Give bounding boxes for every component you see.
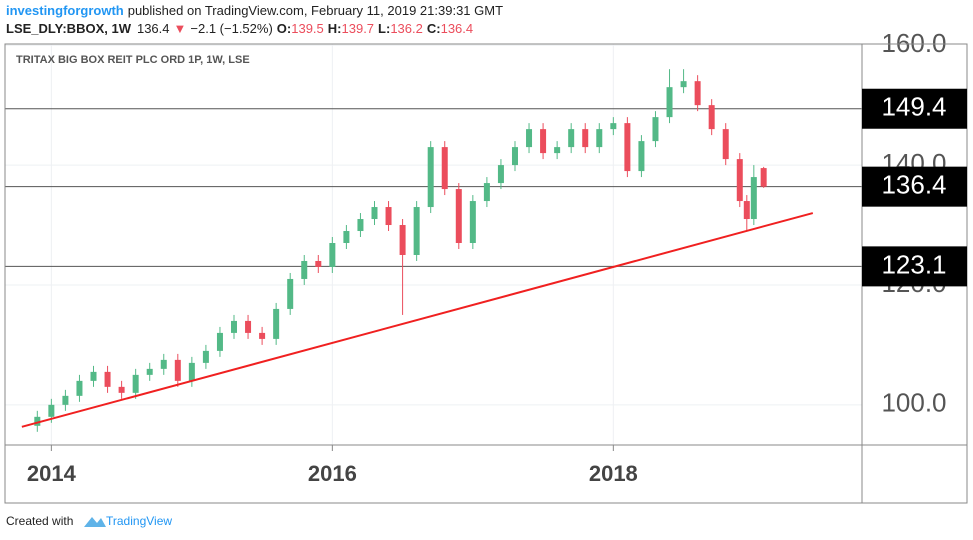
candle-body (624, 123, 631, 172)
candle-body (750, 177, 757, 220)
candle-body (526, 129, 533, 148)
candle-body (245, 320, 252, 333)
candle-body (160, 359, 167, 369)
candle-body (357, 219, 364, 232)
ohlc-label: H: (328, 21, 342, 36)
candle-body (48, 404, 55, 417)
symbol: LSE_DLY:BBOX, 1W (6, 21, 132, 36)
ohlc-value: 139.5 (291, 21, 324, 36)
candle-body (216, 332, 223, 351)
candle-body (118, 386, 125, 393)
candle-body (146, 368, 153, 375)
candle-body (329, 243, 336, 267)
candle-body (736, 159, 743, 202)
candle-body (399, 225, 406, 255)
candle-body (582, 129, 589, 148)
candle-body (188, 362, 195, 381)
frame (4, 43, 968, 504)
candle-body (760, 168, 767, 187)
candle-body (708, 105, 715, 130)
y-tick-label: 100.0 (881, 388, 946, 418)
candle-body (287, 278, 294, 309)
chart-title: TRITAX BIG BOX REIT PLC ORD 1P, 1W, LSE (16, 54, 250, 66)
x-tick-label: 2016 (308, 461, 357, 486)
candle-body (568, 129, 575, 148)
ohlc-value: 139.7 (342, 21, 375, 36)
candle-body (104, 371, 111, 387)
candle-body (62, 395, 69, 405)
y-tick-label: 160.0 (881, 28, 946, 58)
arrow: ▼ (174, 21, 187, 36)
published: published on TradingView.com, February 1… (128, 3, 503, 18)
candle-body (343, 231, 350, 244)
candle-body (132, 374, 139, 393)
candle-body (483, 183, 490, 202)
change: −2.1 (−1.52%) (190, 21, 272, 36)
candle-body (540, 129, 547, 154)
price-label: 123.1 (881, 249, 946, 279)
price-label: 149.4 (881, 92, 946, 122)
candle-body (610, 123, 617, 130)
candle-body (666, 87, 673, 118)
price-label-box (862, 246, 967, 287)
footer-brand[interactable]: TradingView (106, 514, 172, 528)
footer-text: Created with (6, 514, 73, 528)
author[interactable]: investingforgrowth (6, 3, 124, 18)
price-label-box (862, 88, 967, 129)
candle-body (371, 207, 378, 220)
candle-body (385, 207, 392, 226)
candle-body (694, 81, 701, 106)
header-line: investingforgrowth published on TradingVi… (6, 3, 503, 18)
candle-body (231, 320, 238, 333)
symbol-line: LSE_DLY:BBOX, 1W 136.4 ▼ −2.1 (−1.52%) O:139… (6, 21, 473, 36)
candle-body (34, 416, 41, 426)
candle-body (427, 147, 434, 208)
candle-body (680, 81, 687, 88)
ohlc-value: 136.4 (441, 21, 474, 36)
candle-body (273, 308, 280, 339)
ohlc-label: L: (378, 21, 390, 36)
candle-body (76, 380, 83, 396)
candle-body (202, 350, 209, 363)
candle-body (554, 147, 561, 154)
candle-body (315, 260, 322, 267)
candle-body (90, 371, 97, 381)
candle-body (259, 332, 266, 339)
x-tick-label: 2018 (589, 461, 638, 486)
ohlc-value: 136.2 (390, 21, 423, 36)
trend-line (21, 212, 814, 428)
x-tick-label: 2014 (27, 461, 77, 486)
candle-body (301, 260, 308, 279)
candle-body (638, 141, 645, 172)
candle-body (469, 201, 476, 244)
candle-body (441, 147, 448, 190)
ohlc-label: O: (277, 21, 291, 36)
candle-body (497, 165, 504, 184)
logo-icon (84, 517, 106, 527)
candle-body (174, 359, 181, 381)
candle-body (722, 129, 729, 160)
ohlc-label: C: (427, 21, 441, 36)
last: 136.4 (137, 21, 170, 36)
candle-body (652, 117, 659, 142)
price-label-box (862, 166, 967, 207)
candle-body (455, 189, 462, 244)
candle-body (596, 129, 603, 148)
candle-body (743, 201, 750, 220)
candle-body (511, 147, 518, 166)
price-label: 136.4 (881, 170, 946, 200)
candle-body (413, 207, 420, 255)
